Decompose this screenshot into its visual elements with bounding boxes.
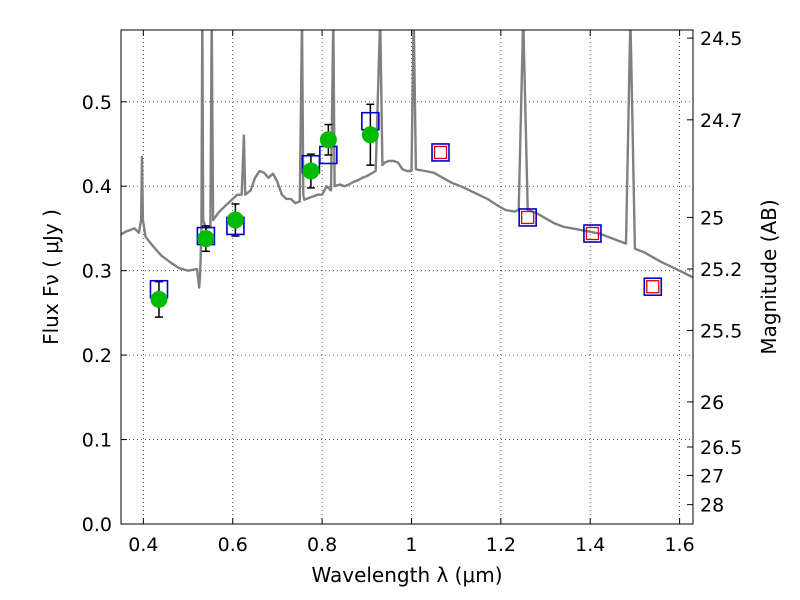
model-square-inner <box>433 145 448 160</box>
magnitude-tick-label: 27 <box>700 465 724 487</box>
magnitude-tick-label: 26.5 <box>700 437 742 459</box>
x-tick-label: 1 <box>405 534 417 556</box>
grid <box>121 30 693 524</box>
magnitude-axis-ticks: 24.5 24.7 25 25.2 25.5 26 26.5 27 28 <box>687 28 742 517</box>
observed-point <box>302 162 320 180</box>
magnitude-axis-title: Magnitude (AB) <box>757 199 781 354</box>
x-tick-label: 0.4 <box>128 534 158 556</box>
model-square-marker <box>431 143 450 162</box>
observed-point <box>319 131 337 149</box>
x-tick-label: 0.8 <box>307 534 337 556</box>
x-tick-label: 1.4 <box>575 534 605 556</box>
magnitude-tick-label: 26 <box>700 392 724 414</box>
observed-point <box>197 230 215 248</box>
model-square-inner <box>521 210 535 225</box>
magnitude-tick-label: 24.5 <box>700 28 742 50</box>
y-tick-label: 0.4 <box>82 176 112 198</box>
magnitude-tick-label: 24.7 <box>700 110 742 132</box>
y-tick-label: 0.1 <box>82 430 112 452</box>
x-tick-label: 1.6 <box>664 534 694 556</box>
magnitude-tick-label: 25.2 <box>700 259 742 281</box>
model-square-marker <box>583 224 602 243</box>
error-bars <box>154 103 375 318</box>
observed-photometry-markers <box>150 126 379 308</box>
y-tick-label: 0.3 <box>82 261 112 283</box>
observed-point <box>226 211 244 229</box>
x-tick-label: 0.6 <box>218 534 248 556</box>
x-axis-title: Wavelength λ (μm) <box>311 563 502 587</box>
observed-point <box>361 126 379 144</box>
magnitude-tick-label: 25 <box>700 207 724 229</box>
y-tick-label: 0.2 <box>82 345 112 367</box>
y-axis-title: Flux Fν ( μJy ) <box>39 209 63 345</box>
magnitude-tick-label: 25.5 <box>700 321 742 343</box>
model-square-inner <box>585 226 600 241</box>
y-tick-label: 0.0 <box>82 514 112 536</box>
x-axis-ticks: 0.4 0.6 0.8 1 1.2 1.4 1.6 <box>128 30 695 556</box>
plot-frame <box>120 29 694 525</box>
y-axis-ticks: 0.0 0.1 0.2 0.3 0.4 0.5 <box>82 92 127 536</box>
model-spectrum <box>121 30 693 289</box>
model-square-marker <box>518 208 537 227</box>
model-square-marker <box>643 277 663 297</box>
x-tick-label: 1.2 <box>486 534 516 556</box>
y-tick-label: 0.5 <box>82 92 112 114</box>
magnitude-tick-label: 28 <box>700 495 724 517</box>
spectrum-line <box>121 30 693 289</box>
model-square-inner <box>646 280 660 294</box>
observed-point <box>150 290 168 308</box>
model-photometry-markers <box>149 111 663 299</box>
